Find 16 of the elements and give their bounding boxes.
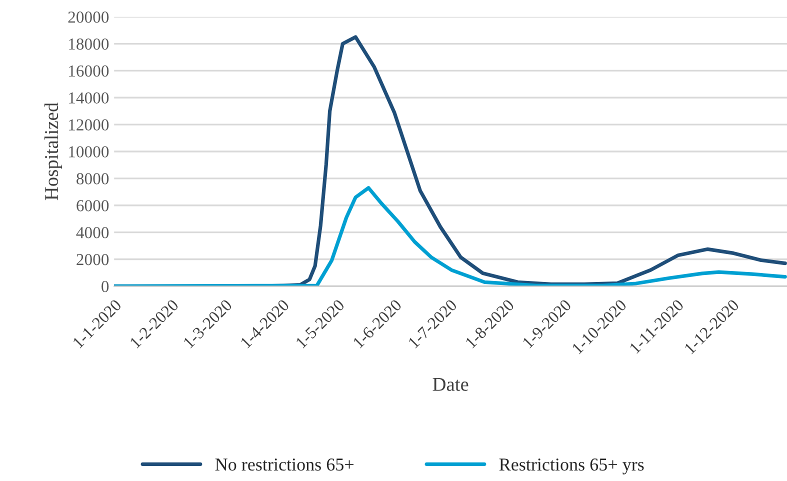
y-tick-label: 14000	[69, 92, 109, 104]
y-tick-label: 10000	[69, 146, 109, 158]
y-tick-label: 12000	[69, 119, 109, 131]
legend-label: No restrictions 65+	[215, 458, 354, 471]
y-tick-label: 16000	[69, 65, 109, 77]
y-tick-label: 0	[102, 280, 109, 292]
y-tick-label: 18000	[69, 38, 109, 50]
y-tick-label: 8000	[76, 173, 109, 184]
y-tick-label: 4000	[76, 227, 109, 238]
y-axis-title: Hospitalized	[44, 102, 62, 200]
line-series	[114, 186, 787, 286]
y-tick-label: 2000	[76, 254, 109, 266]
y-tick-label: 20000	[68, 12, 109, 23]
x-axis-title: Date	[432, 378, 468, 391]
y-tick-label: 6000	[76, 200, 109, 212]
legend-label: Restrictions 65+ yrs	[499, 458, 644, 474]
